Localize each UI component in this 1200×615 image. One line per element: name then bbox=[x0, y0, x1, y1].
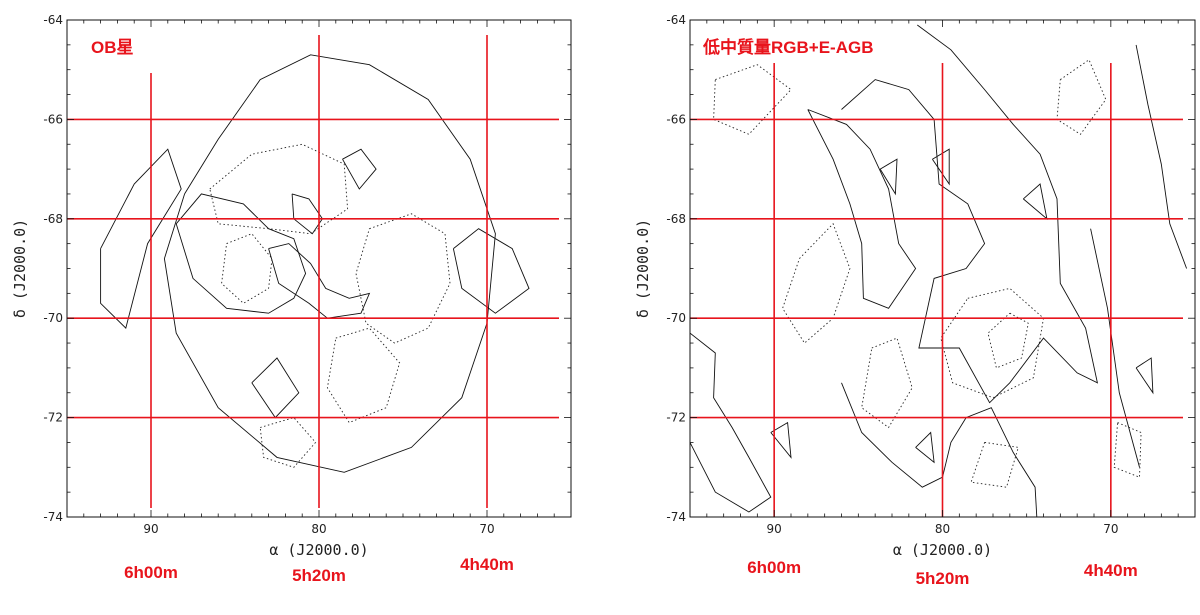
x-tick-label: 80 bbox=[311, 522, 326, 536]
solid-contour bbox=[342, 148, 377, 190]
solid-contour bbox=[690, 332, 772, 513]
x-axis-label: α (J2000.0) bbox=[269, 541, 368, 559]
solid-contour bbox=[1135, 357, 1154, 395]
ra-hour-label: 5h20m bbox=[292, 566, 346, 585]
dotted-contour bbox=[861, 337, 913, 429]
y-tick-label: -66 bbox=[43, 112, 63, 126]
solid-contour bbox=[175, 193, 307, 314]
y-tick-label: -70 bbox=[666, 311, 686, 325]
dotted-contour bbox=[355, 213, 451, 344]
solid-contour bbox=[915, 431, 935, 464]
y-tick-label: -74 bbox=[666, 510, 686, 524]
y-tick-label: -64 bbox=[43, 13, 63, 27]
dotted-contour bbox=[1113, 422, 1142, 478]
solid-contour bbox=[291, 193, 323, 235]
y-tick-label: -74 bbox=[43, 510, 63, 524]
solid-contour bbox=[879, 158, 898, 196]
contour-panel-ob-stars: 90 80 70 -64 -66 -68 -70 -72 -74 α (J2000.0) δ (J2… bbox=[11, 13, 572, 585]
y-tick-label: -68 bbox=[666, 212, 686, 226]
dotted-contour bbox=[987, 312, 1029, 369]
solid-contour bbox=[1023, 183, 1048, 220]
y-tick-label: -72 bbox=[43, 411, 63, 425]
x-tick-label: 90 bbox=[143, 522, 158, 536]
x-tick-label: 70 bbox=[1103, 522, 1118, 536]
x-axis-label: α (J2000.0) bbox=[893, 541, 992, 559]
solid-contour bbox=[841, 382, 1038, 517]
panel-title: 低中質量RGB+E-AGB bbox=[702, 37, 873, 57]
ra-hour-label: 6h00m bbox=[124, 563, 178, 582]
panel-title: OB星 bbox=[91, 38, 134, 57]
solid-contour bbox=[932, 148, 950, 186]
y-axis-label: δ (J2000.0) bbox=[11, 219, 29, 318]
ra-hour-label: 4h40m bbox=[460, 555, 514, 574]
dotted-contour bbox=[209, 143, 349, 235]
ra-hour-label: 4h40m bbox=[1084, 561, 1138, 580]
solid-contour bbox=[770, 421, 792, 459]
dotted-contour bbox=[970, 441, 1019, 488]
dotted-contour bbox=[326, 327, 401, 424]
x-tick-label: 90 bbox=[767, 522, 782, 536]
y-tick-label: -68 bbox=[43, 212, 63, 226]
solid-contour bbox=[1090, 228, 1140, 468]
y-axis-label: δ (J2000.0) bbox=[634, 219, 652, 318]
dotted-contour bbox=[259, 417, 317, 468]
dotted-contour bbox=[221, 233, 273, 304]
dotted-contour bbox=[713, 64, 792, 135]
solid-contour bbox=[251, 357, 300, 419]
solid-contour bbox=[1135, 44, 1188, 269]
y-tick-label: -70 bbox=[43, 311, 63, 325]
solid-contour bbox=[841, 24, 1099, 404]
solid-contour bbox=[452, 228, 530, 314]
y-tick-label: -66 bbox=[666, 112, 686, 126]
ra-hour-label: 5h20m bbox=[916, 569, 970, 588]
solid-contour bbox=[163, 54, 496, 473]
x-tick-label: 70 bbox=[479, 522, 494, 536]
dotted-contour bbox=[782, 222, 851, 344]
y-tick-label: -72 bbox=[666, 411, 686, 425]
x-tick-label: 80 bbox=[935, 522, 950, 536]
contour-lines bbox=[690, 24, 1188, 517]
dotted-contour bbox=[940, 287, 1044, 399]
ra-hour-label: 6h00m bbox=[747, 558, 801, 577]
solid-contour bbox=[807, 109, 917, 309]
dotted-contour bbox=[1056, 59, 1107, 135]
solid-contour bbox=[268, 243, 371, 319]
contour-lines bbox=[100, 54, 530, 473]
solid-contour bbox=[100, 148, 182, 329]
contour-panel-rgb-eagb: 90 80 70 -64 -66 -68 -70 -72 -74 α (J2000.0) δ (J2… bbox=[634, 13, 1196, 588]
y-tick-label: -64 bbox=[666, 13, 686, 27]
